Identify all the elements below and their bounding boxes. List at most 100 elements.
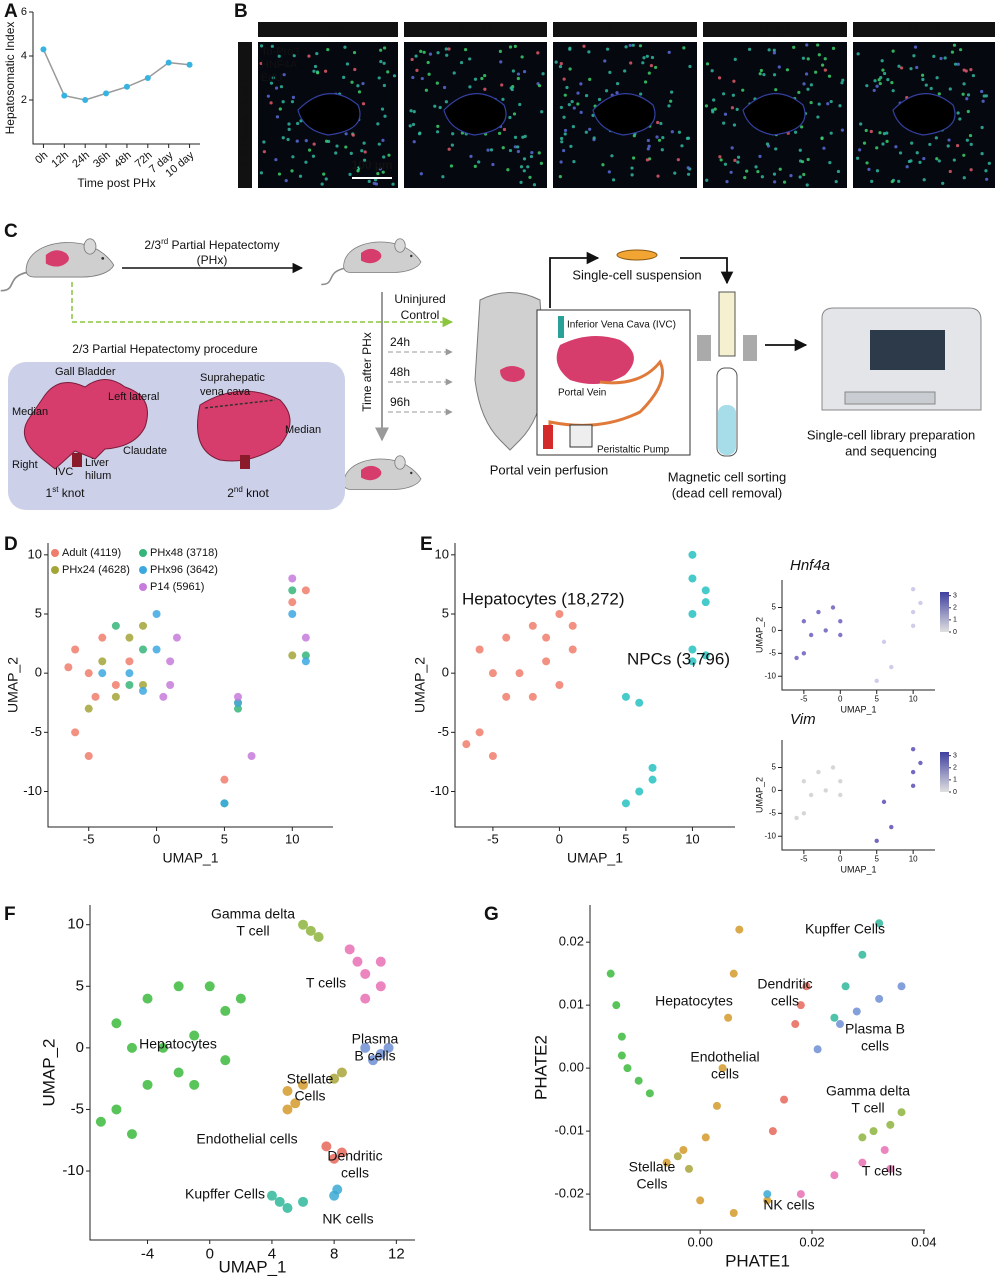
cell-dot	[516, 76, 520, 81]
perfusion-label: Peristaltic Pump	[597, 445, 670, 456]
cell-dot	[500, 83, 504, 87]
cell-dot	[307, 54, 311, 58]
cell-dot	[312, 69, 316, 73]
cell-dot	[686, 136, 691, 140]
x-tick-label: 48h	[112, 149, 134, 170]
cell-dot	[611, 178, 616, 182]
cell-dot	[767, 48, 771, 52]
cell-dot	[820, 136, 824, 141]
cell-dot	[420, 76, 424, 81]
cell-dot	[630, 173, 634, 177]
perfusion-label: Inferior Vena Cava (IVC)	[567, 320, 676, 331]
point	[502, 692, 511, 701]
point	[823, 628, 828, 633]
x-tick-label: 10	[685, 832, 699, 847]
cluster-label: Cells	[294, 1088, 325, 1104]
cell-dot	[579, 82, 583, 86]
point	[858, 950, 867, 959]
cell-dot	[287, 127, 291, 131]
point	[288, 574, 297, 583]
cell-dot	[335, 144, 339, 148]
suspension-label: Single-cell suspension	[572, 267, 701, 282]
x-tick-label: 0.02	[799, 1235, 824, 1250]
cell-dot	[935, 76, 939, 80]
point	[830, 1013, 839, 1022]
tube-fluid	[718, 405, 736, 455]
cell-dot	[630, 166, 634, 170]
cell-dot	[345, 62, 350, 66]
magnet	[743, 335, 757, 361]
cell-dot	[981, 99, 985, 103]
cell-dot	[653, 65, 658, 70]
mouse-eye	[410, 471, 413, 475]
cell-dot	[607, 170, 611, 174]
cell-dot	[518, 102, 522, 107]
cell-dot	[323, 69, 328, 73]
cell-dot	[509, 86, 513, 90]
point	[889, 664, 894, 670]
colorbar-label: 3	[953, 752, 957, 759]
point	[617, 1032, 626, 1041]
cluster-label: NPCs (3,796)	[627, 649, 730, 668]
mouse-ear	[394, 455, 406, 470]
cell-dot	[278, 107, 282, 111]
colorbar	[940, 592, 949, 632]
cell-dot	[414, 54, 418, 58]
cell-dot	[519, 165, 524, 169]
cell-dot	[259, 171, 263, 175]
cell-dot	[322, 172, 326, 176]
cell-dot	[952, 158, 956, 162]
cell-dot	[735, 107, 739, 111]
x-tick-label: 5	[874, 695, 879, 704]
y-axis-label: UMAP_2	[412, 657, 428, 713]
cell-dot	[800, 125, 804, 129]
procedure-title: 2/3 Partial Hepatectomy procedure	[72, 342, 258, 356]
point	[172, 633, 181, 642]
point	[918, 600, 923, 606]
point	[282, 1202, 293, 1213]
panel-letter: F	[4, 904, 16, 925]
point	[166, 681, 175, 689]
point	[234, 692, 242, 701]
ivc	[240, 455, 250, 469]
cell-dot	[383, 114, 387, 118]
anatomy-label: IVC	[55, 466, 73, 478]
point	[282, 1104, 293, 1115]
cell-dot	[935, 157, 939, 161]
mouse-icon	[321, 455, 422, 503]
cell-dot	[520, 55, 524, 59]
cell-dot	[937, 92, 941, 96]
cluster-label: Plasma B	[845, 1021, 905, 1037]
y-tick-label: 5	[772, 603, 777, 612]
point	[288, 586, 297, 595]
point	[139, 645, 147, 654]
cell-dot	[422, 50, 426, 54]
cell-dot	[428, 52, 433, 56]
cell-dot	[567, 103, 571, 107]
point	[791, 1020, 800, 1029]
cell-dot	[559, 105, 563, 110]
phx-title-part: 2/3	[144, 238, 161, 252]
cell-dot	[558, 175, 562, 179]
liver	[361, 465, 382, 481]
cell-dot	[932, 54, 936, 58]
cell-dot	[929, 86, 933, 91]
cell-dot	[295, 139, 299, 143]
cell-dot	[473, 77, 478, 81]
cell-dot	[277, 172, 282, 176]
cell-dot	[502, 127, 507, 132]
cell-dot	[741, 88, 745, 92]
point	[701, 586, 710, 595]
cell-dot	[686, 166, 690, 170]
cell-dot	[841, 78, 845, 82]
cell-dot	[603, 59, 607, 63]
cell-dot	[591, 113, 595, 117]
cell-dot	[316, 71, 320, 75]
point	[126, 1129, 137, 1140]
point	[801, 811, 807, 816]
cell-dot	[918, 160, 922, 164]
cell-dot	[729, 170, 733, 174]
cell-dot	[320, 182, 324, 186]
point	[729, 969, 738, 978]
cell-dot	[372, 181, 376, 185]
